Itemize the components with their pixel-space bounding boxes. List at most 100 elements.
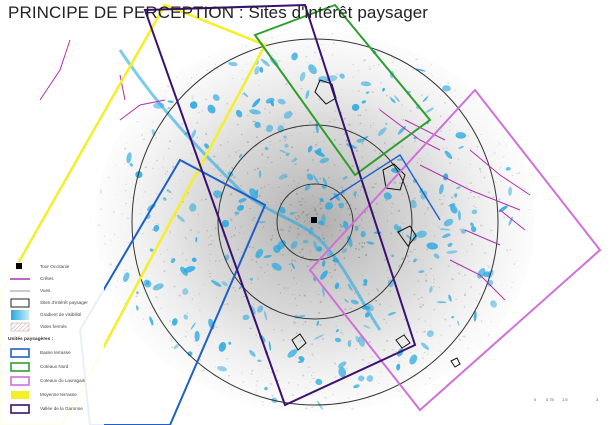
urban-block (456, 264, 458, 267)
visibility-patch (342, 176, 348, 180)
urban-block (296, 218, 298, 220)
visibility-patch (338, 202, 345, 209)
urban-block (344, 251, 346, 252)
urban-block (345, 141, 348, 142)
urban-block (109, 263, 112, 266)
urban-block (196, 136, 198, 138)
urban-block (468, 197, 470, 200)
urban-block (484, 159, 485, 162)
urban-block (125, 203, 127, 205)
urban-block (518, 172, 521, 174)
urban-block (474, 275, 476, 277)
urban-block (135, 295, 138, 297)
visibility-patch (444, 150, 453, 159)
urban-block (271, 37, 274, 39)
visibility-patch (249, 277, 253, 281)
urban-block (288, 339, 290, 340)
urban-block (446, 147, 448, 149)
visibility-patch (353, 190, 357, 197)
urban-block (335, 315, 337, 317)
urban-block (424, 320, 426, 322)
urban-block (451, 196, 453, 199)
urban-block (294, 127, 296, 129)
visibility-patch (255, 189, 259, 196)
urban-block (365, 109, 367, 111)
visibility-patch (446, 250, 458, 254)
urban-block (426, 248, 428, 251)
unit-coteaux-lauragais (308, 88, 602, 412)
urban-block (372, 212, 375, 213)
urban-block (283, 388, 285, 390)
legend-item: Vues (0, 286, 104, 296)
urban-block (361, 156, 363, 159)
visibility-patch (194, 330, 200, 342)
urban-block (302, 374, 305, 377)
urban-block (479, 168, 481, 170)
visibility-patch (319, 157, 330, 164)
urban-block (373, 65, 375, 67)
visibility-patch (420, 342, 430, 350)
urban-block (280, 157, 281, 159)
urban-block (438, 199, 441, 200)
urban-block (287, 287, 290, 289)
legend-label: Tour Occitanie (40, 264, 70, 269)
urban-block (137, 199, 139, 201)
urban-block (322, 237, 325, 240)
urban-block (378, 303, 381, 306)
urban-block (453, 194, 455, 196)
urban-block (377, 63, 380, 66)
visibility-patch (353, 384, 360, 389)
urban-block (296, 282, 297, 284)
urban-block (234, 227, 236, 229)
urban-block (340, 186, 343, 188)
urban-block (511, 282, 514, 283)
visibility-patch (363, 279, 368, 284)
visibility-patch (308, 64, 317, 75)
urban-block (323, 49, 325, 51)
urban-block (416, 331, 418, 333)
visibility-patch (360, 231, 366, 238)
urban-block (449, 121, 451, 123)
visibility-patch (439, 228, 451, 231)
urban-block (463, 305, 466, 307)
visibility-patch (207, 104, 216, 114)
urban-block (374, 150, 376, 152)
urban-block (239, 232, 241, 234)
urban-block (100, 189, 102, 192)
urban-block (98, 224, 100, 227)
urban-block (443, 147, 445, 149)
urban-block (357, 212, 359, 215)
urban-block (358, 248, 359, 249)
visibility-patch (457, 210, 461, 221)
urban-block (270, 400, 272, 402)
urban-block (209, 260, 210, 262)
urban-block (223, 180, 225, 182)
visibility-patch (385, 122, 388, 125)
urban-block (430, 325, 431, 327)
visibility-patch (302, 239, 309, 244)
urban-block (202, 370, 205, 372)
urban-block (327, 164, 328, 165)
urban-block (464, 292, 467, 294)
urban-block (409, 269, 411, 271)
urban-block (100, 208, 102, 210)
urban-block (169, 320, 172, 322)
urban-block (409, 110, 412, 112)
urban-block (401, 395, 403, 398)
urban-block (116, 194, 118, 195)
urban-block (110, 240, 112, 242)
urban-block (182, 170, 184, 172)
urban-block (493, 259, 494, 262)
urban-block (340, 111, 343, 114)
urban-block (475, 299, 477, 301)
urban-block (336, 73, 339, 75)
urban-block (398, 265, 400, 267)
urban-block (435, 127, 437, 129)
urban-block (199, 359, 201, 361)
visibility-patch (283, 111, 293, 119)
visibility-patch (316, 148, 322, 155)
urban-block (458, 332, 459, 335)
urban-block (299, 340, 301, 342)
urban-block (458, 158, 459, 161)
urban-block (334, 110, 337, 112)
